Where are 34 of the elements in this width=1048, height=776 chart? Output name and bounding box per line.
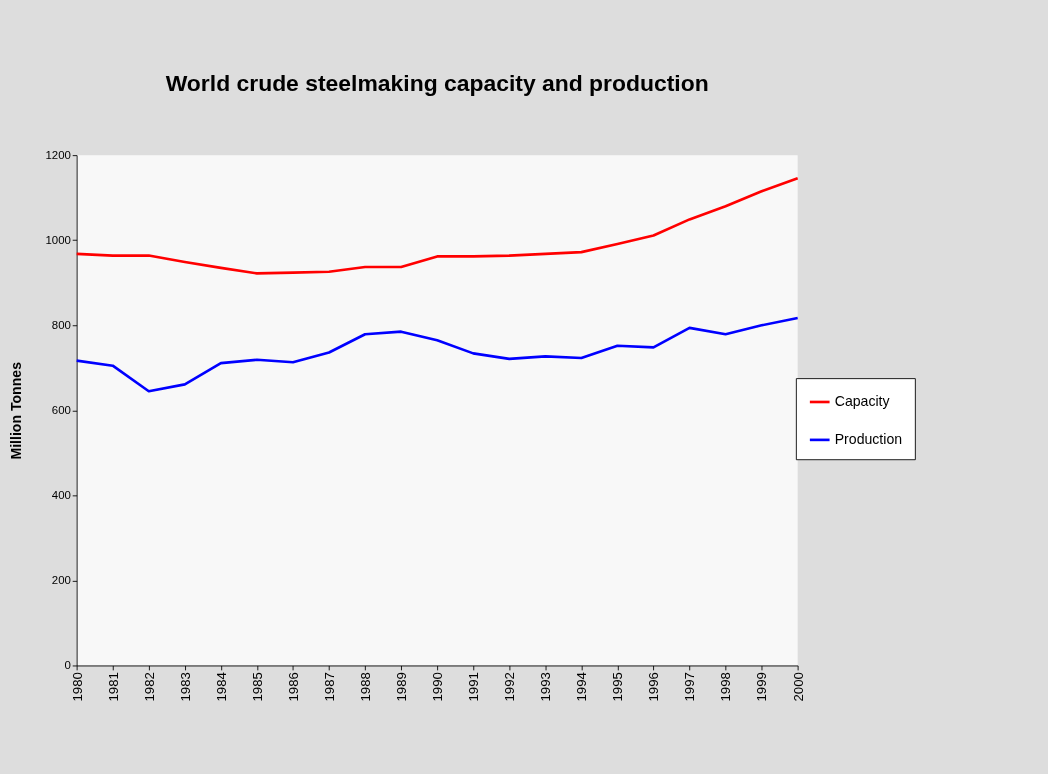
y-tick-label: 600 [51,404,71,417]
y-axis-title: Million Tonnes [7,361,24,460]
x-tick-label: 1994 [574,672,590,702]
y-tick-label: 0 [64,659,71,672]
x-tick-label: 1992 [502,672,518,702]
x-tick-label: 1990 [430,672,446,702]
x-tick-label: 1993 [538,672,554,702]
y-tick-label: 800 [51,319,71,332]
x-tick-label: 1995 [610,672,626,702]
x-tick-label: 1985 [249,672,265,702]
x-tick-label: 1980 [69,672,85,702]
x-tick-label: 1986 [285,672,301,702]
legend-label: Capacity [834,393,891,410]
x-tick-label: 1999 [754,672,770,702]
y-tick-label: 400 [51,489,71,502]
x-tick-label: 1982 [141,672,157,702]
x-tick-label: 1984 [213,672,229,702]
chart-title: World crude steelmaking capacity and production [165,69,709,96]
x-tick-label: 1991 [466,672,482,702]
y-tick-label: 1200 [45,149,71,162]
y-tick-label: 200 [51,574,71,587]
y-tick-label: 1000 [45,234,71,247]
x-tick-label: 1998 [718,672,734,702]
x-tick-label: 1997 [682,672,698,702]
x-tick-label: 1988 [357,672,373,702]
x-tick-label: 2000 [790,672,806,702]
x-tick-label: 1996 [646,672,662,702]
legend-label: Production [834,431,903,448]
line-series [75,176,799,275]
line-series [75,316,799,393]
x-tick-label: 1987 [321,672,337,702]
x-tick-label: 1989 [393,672,409,702]
x-tick-label: 1983 [177,672,193,702]
x-tick-label: 1981 [105,672,121,702]
